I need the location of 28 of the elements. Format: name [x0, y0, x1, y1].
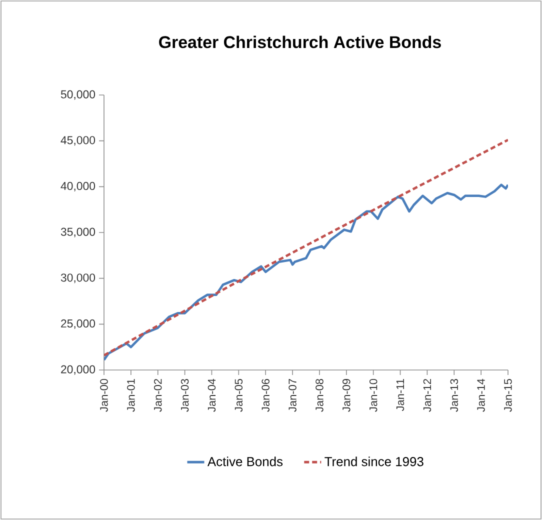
x-tick-label: Jan-03	[180, 378, 189, 412]
x-tick-label: Jan-13	[450, 378, 458, 412]
x-tick-label: Jan-12	[423, 379, 432, 412]
y-tick-label: 20,000	[61, 365, 96, 375]
legend-label: Active Bonds	[207, 456, 283, 466]
x-tick-label: Jan-08	[316, 378, 324, 412]
chart-title: Greater Christchurch Active Bonds	[159, 36, 441, 48]
x-tick-label: Jan-02	[154, 379, 162, 412]
x-tick-label: Jan-00	[100, 378, 108, 412]
legend-label: Trend since 1993	[324, 456, 424, 466]
x-tick-label: Jan-09	[342, 379, 350, 412]
x-tick-label: Jan-01	[127, 379, 135, 412]
x-tick-label: Jan-15	[504, 378, 512, 412]
y-tick-label: 30,000	[60, 274, 96, 284]
x-tick-label: Jan-14	[477, 378, 485, 412]
y-tick-label: 40,000	[60, 182, 96, 192]
x-tick-label: Jan-11	[396, 379, 404, 412]
y-tick-label: 45,000	[60, 136, 96, 146]
x-tick-label: Jan-06	[262, 378, 270, 412]
line-series	[104, 138, 508, 357]
y-tick-label: 35,000	[60, 228, 96, 238]
x-tick-label: Jan-07	[288, 379, 296, 412]
x-tick-label: Jan-04	[208, 378, 216, 412]
y-tick-label: 50,000	[60, 90, 96, 100]
y-tick-label: 25,000	[61, 319, 96, 329]
x-tick-label: Jan-05	[234, 378, 243, 412]
x-tick-label: Jan-10	[369, 378, 378, 412]
line-series	[104, 184, 508, 362]
